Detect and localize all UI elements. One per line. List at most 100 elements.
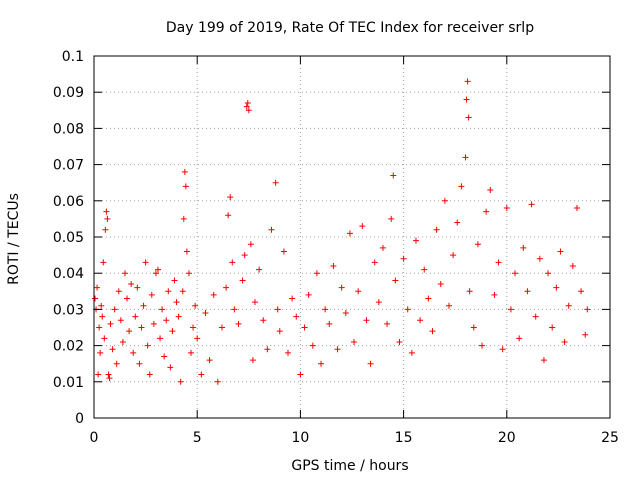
data-point — [388, 215, 395, 222]
data-point — [117, 317, 124, 324]
data-point — [154, 266, 161, 273]
data-point — [441, 197, 448, 204]
data-point — [109, 346, 116, 353]
y-tick-label: 0.1 — [62, 49, 84, 65]
data-point — [249, 357, 256, 364]
data-point — [297, 371, 304, 378]
data-point — [177, 378, 184, 385]
data-point — [322, 306, 329, 313]
data-point — [169, 328, 176, 335]
data-point — [148, 291, 155, 298]
data-point — [144, 342, 151, 349]
data-point — [180, 215, 187, 222]
data-point — [582, 331, 589, 338]
data-point — [384, 320, 391, 327]
data-point — [454, 219, 461, 226]
data-point — [182, 183, 189, 190]
data-point — [313, 270, 320, 277]
data-point — [446, 302, 453, 309]
data-point — [134, 284, 141, 291]
data-point — [128, 281, 135, 288]
x-tick-label: 25 — [601, 430, 619, 446]
y-tick-label: 0.01 — [53, 375, 84, 391]
data-point — [245, 107, 252, 114]
x-tick-label: 0 — [90, 430, 99, 446]
data-point — [565, 302, 572, 309]
data-point — [491, 291, 498, 298]
data-point — [161, 353, 168, 360]
data-point — [569, 262, 576, 269]
y-tick-label: 0.08 — [53, 121, 84, 137]
data-point — [239, 277, 246, 284]
data-point — [561, 338, 568, 345]
data-point — [202, 310, 209, 317]
data-point — [429, 328, 436, 335]
data-point — [124, 295, 131, 302]
data-point — [367, 360, 374, 367]
data-point — [101, 335, 108, 342]
data-point — [136, 360, 143, 367]
data-point — [194, 335, 201, 342]
data-point — [549, 324, 556, 331]
data-point — [557, 248, 564, 255]
data-point — [241, 252, 248, 259]
data-point — [218, 324, 225, 331]
data-point — [396, 338, 403, 345]
data-point — [188, 349, 195, 356]
data-point — [146, 371, 153, 378]
data-point — [173, 299, 180, 306]
data-point — [132, 313, 139, 320]
data-point — [450, 252, 457, 259]
data-point — [536, 255, 543, 262]
x-axis-label: GPS time / hours — [291, 458, 408, 474]
data-point — [359, 223, 366, 230]
data-point — [512, 270, 519, 277]
data-point — [171, 277, 178, 284]
data-point — [483, 208, 490, 215]
data-point — [425, 295, 432, 302]
chart-title: Day 199 of 2019, Rate Of TEC Index for r… — [166, 20, 534, 36]
data-point — [433, 226, 440, 233]
axis-ticks: 0 5 10 15 20 25 0 0.01 0.02 0.03 0.04 0.05 0.06 0.07 0… — [53, 49, 619, 446]
data-point — [181, 168, 188, 175]
data-point — [98, 302, 105, 309]
data-point — [584, 306, 591, 313]
data-point — [412, 237, 419, 244]
data-point — [95, 371, 102, 378]
y-tick-label: 0.02 — [53, 339, 84, 355]
data-point — [113, 360, 120, 367]
data-point — [495, 259, 502, 266]
data-point — [520, 244, 527, 251]
data-point — [260, 317, 267, 324]
data-point — [400, 255, 407, 262]
data-point — [111, 306, 118, 313]
data-point — [119, 338, 126, 345]
data-point — [179, 288, 186, 295]
data-point — [104, 215, 111, 222]
data-point — [247, 241, 254, 248]
data-point — [115, 288, 122, 295]
plot-border — [93, 55, 611, 419]
data-point — [503, 205, 510, 212]
data-point — [276, 328, 283, 335]
data-point — [470, 324, 477, 331]
data-point — [231, 306, 238, 313]
data-point — [138, 324, 145, 331]
data-point — [264, 346, 271, 353]
data-point — [126, 328, 133, 335]
data-point — [545, 270, 552, 277]
data-point — [106, 375, 113, 382]
data-point — [532, 313, 539, 320]
data-point — [159, 306, 166, 313]
data-point — [251, 299, 258, 306]
data-point — [103, 208, 110, 215]
data-point — [578, 288, 585, 295]
data-point — [102, 226, 109, 233]
data-point — [268, 226, 275, 233]
data-point — [214, 378, 221, 385]
y-tick-label: 0.03 — [53, 302, 84, 318]
data-point — [165, 288, 172, 295]
data-point — [334, 346, 341, 353]
data-point — [465, 114, 472, 121]
data-point — [100, 259, 107, 266]
